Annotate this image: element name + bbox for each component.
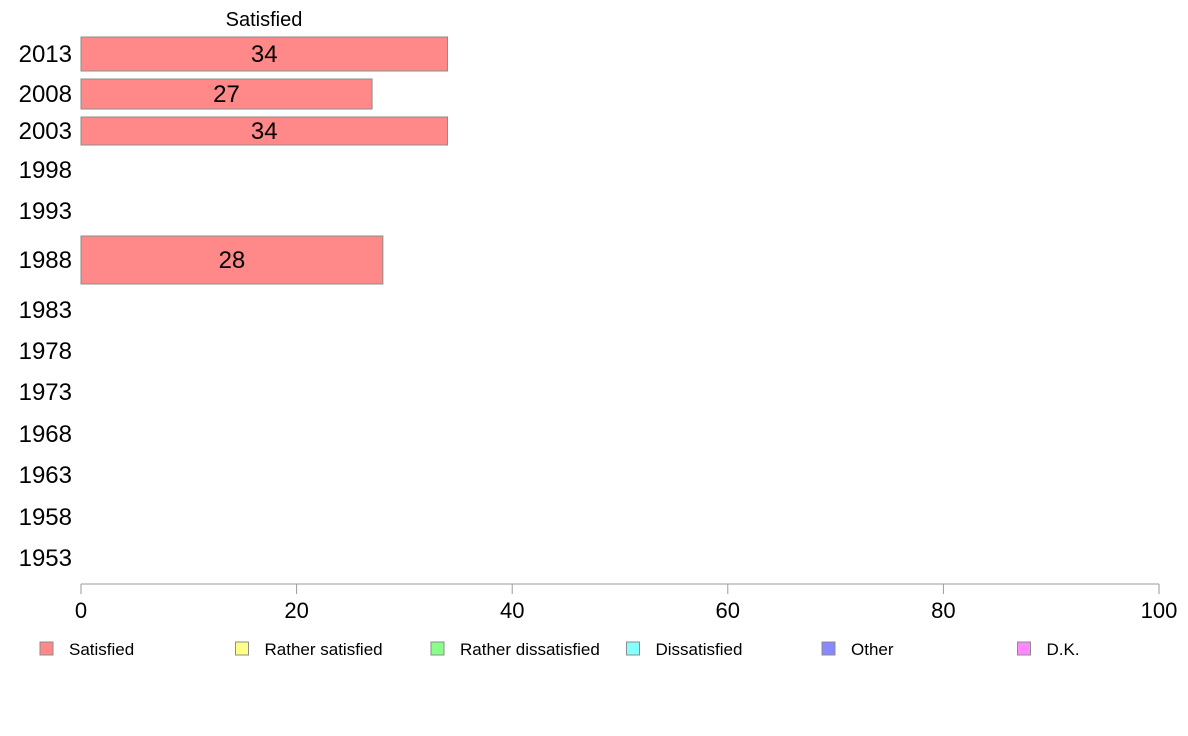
legend-swatch-5 — [1017, 641, 1031, 656]
category-label-2003: 2003 — [19, 118, 72, 145]
legend-label-4: Other — [851, 640, 894, 659]
x-tick-label-100: 100 — [1141, 598, 1178, 623]
category-label-1953: 1953 — [19, 545, 72, 572]
legend-swatch-0 — [39, 641, 54, 656]
bar-2008-series-0 — [80, 78, 373, 110]
bar-value-label-2003: 34 — [251, 118, 278, 145]
category-label-1978: 1978 — [19, 338, 72, 365]
x-axis: 0 20 40 60 80 100 — [75, 583, 1178, 623]
category-label-2008: 2008 — [19, 81, 72, 108]
category-label-1988: 1988 — [19, 247, 72, 274]
x-tick-label-20: 20 — [284, 598, 308, 623]
legend-swatch-1 — [235, 641, 249, 656]
legend: Satisfied Rather satisfied Rather dissatis… — [39, 640, 1080, 659]
legend-label-0: Satisfied — [69, 640, 134, 659]
x-tick-label-0: 0 — [75, 598, 87, 623]
legend-swatch-4 — [821, 641, 836, 656]
category-label-1998: 1998 — [19, 157, 72, 184]
legend-swatch-2 — [430, 641, 445, 656]
bar-labels: 34 27 34 28 — [213, 41, 277, 274]
category-labels: 2013 2008 2003 1998 1993 1988 1983 1978 1973 1968… — [19, 41, 72, 572]
x-tick-label-60: 60 — [716, 598, 740, 623]
category-label-1983: 1983 — [19, 297, 72, 324]
category-label-1958: 1958 — [19, 504, 72, 531]
category-label-1973: 1973 — [19, 379, 72, 406]
bars — [80, 36, 449, 285]
legend-label-1: Rather satisfied — [265, 640, 383, 659]
bar-value-label-2013: 34 — [251, 41, 278, 68]
x-tick-label-80: 80 — [931, 598, 955, 623]
bar-1988-series-0 — [80, 235, 384, 285]
category-label-1963: 1963 — [19, 462, 72, 489]
column-header: Satisfied — [226, 9, 303, 31]
category-label-2013: 2013 — [19, 41, 72, 68]
bar-value-label-2008: 27 — [213, 81, 240, 108]
bar-2013-series-0 — [80, 36, 449, 72]
category-label-1968: 1968 — [19, 421, 72, 448]
legend-label-2: Rather dissatisfied — [460, 640, 600, 659]
bar-2003-series-0 — [80, 116, 449, 146]
category-label-1993: 1993 — [19, 198, 72, 225]
x-tick-label-40: 40 — [500, 598, 524, 623]
bar-value-label-1988: 28 — [219, 247, 246, 274]
legend-label-3: Dissatisfied — [656, 640, 743, 659]
legend-swatch-3 — [626, 641, 640, 656]
legend-label-5: D.K. — [1047, 640, 1080, 659]
